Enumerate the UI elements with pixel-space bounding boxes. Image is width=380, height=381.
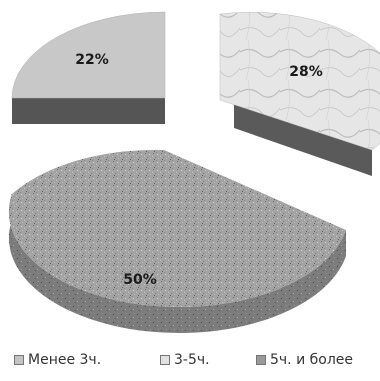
slice-label: 50% <box>123 272 157 288</box>
slice-top <box>8 149 347 308</box>
legend-item-less-3h: Менее 3ч. <box>14 352 101 368</box>
legend-item-5h-more: 5ч. и более <box>256 352 353 368</box>
pie-slice-5h-more: 50% <box>8 149 347 334</box>
pie-slice-less-3h: 22% <box>11 11 166 124</box>
slice-top <box>11 11 166 99</box>
slice-side <box>8 194 347 334</box>
slice-side-front <box>12 98 165 124</box>
chart-legend: Менее 3ч. 3-5ч. 5ч. и более <box>0 352 380 376</box>
slice-label: 28% <box>289 64 323 80</box>
legend-swatch-icon <box>256 355 266 365</box>
pie-slice-3-5h: 28% <box>219 11 380 176</box>
legend-swatch-icon <box>14 355 24 365</box>
slice-side <box>234 102 372 176</box>
slice-label: 22% <box>75 52 109 68</box>
slice-top <box>219 11 380 151</box>
legend-label: Менее 3ч. <box>28 352 102 368</box>
legend-label: 5ч. и более <box>270 352 354 368</box>
legend-item-3-5h: 3-5ч. <box>160 352 210 368</box>
legend-label: 3-5ч. <box>174 352 210 368</box>
legend-swatch-icon <box>160 355 170 365</box>
pie-chart: 22% 28% 50% <box>8 11 380 334</box>
